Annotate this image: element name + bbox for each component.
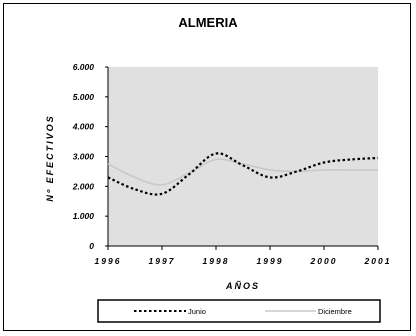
y-axis-label: Nº EFECTIVOS (45, 114, 55, 201)
series-line-diciembre (107, 158, 378, 186)
y-tick-label: 0 (89, 241, 94, 251)
plot-area (108, 67, 378, 246)
y-tick-label: 1.000 (73, 211, 95, 221)
legend: Junio Diciembre (97, 299, 381, 323)
legend-label-diciembre: Diciembre (318, 307, 352, 316)
x-tick-label: 1997 (149, 256, 176, 266)
x-tick-label: 1996 (95, 256, 122, 266)
y-tick-label: 3.000 (73, 152, 95, 162)
chart-title: ALMERIA (178, 15, 238, 30)
series-line-junio (107, 152, 379, 196)
legend-label-junio: Junio (188, 307, 206, 316)
y-tick-label: 2.000 (72, 181, 95, 191)
legend-box (97, 299, 381, 323)
y-tick-label: 5.000 (73, 92, 95, 102)
y-tick-label: 6.000 (73, 62, 95, 72)
x-tick-label: 1999 (257, 256, 284, 266)
x-tick-label: 2001 (364, 256, 392, 266)
y-tick-label: 4.000 (72, 122, 95, 132)
x-tick-label: 1998 (203, 256, 230, 266)
chart-frame (3, 3, 411, 331)
x-tick-label: 2000 (310, 256, 338, 266)
x-axis-label: AÑOS (225, 281, 260, 291)
